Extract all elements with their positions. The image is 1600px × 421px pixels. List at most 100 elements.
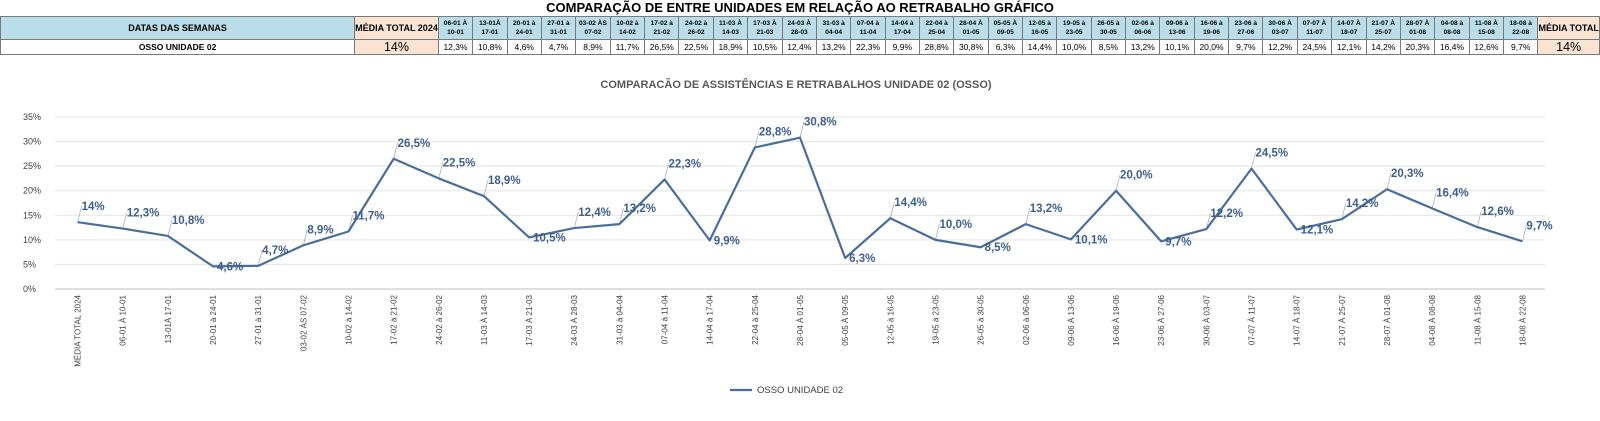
week-header-line: 30-05 xyxy=(1099,29,1117,36)
x-tick-label: 14-04 à 17-04 xyxy=(706,294,715,344)
x-tick-label: 14-07 À 18-07 xyxy=(1293,294,1302,345)
row-label: OSSO UNIDADE 02 xyxy=(0,39,356,55)
week-header: 10-02 à 14-02 xyxy=(609,16,646,40)
week-header-line: 14-03 xyxy=(722,29,739,36)
week-header: 31-03 à 04-04 xyxy=(815,16,852,40)
week-value: 20,0% xyxy=(1193,39,1230,55)
table-value-row: OSSO UNIDADE 02 14% 12,3% 10,8% 4,6% 4,7% 8,… xyxy=(0,39,1600,55)
week-header-line: 28-04 À xyxy=(959,20,983,27)
week-header-line: 30-06 À xyxy=(1268,20,1292,27)
data-labels: 14% 12,3% 10,8% 4,6% 4,7% 8,9% 11,7% 26,5% 22,5%… xyxy=(82,117,1553,274)
week-header: 22-04 à 25-04 xyxy=(918,16,955,40)
week-value: 10,5% xyxy=(747,39,783,55)
week-value: 24,5% xyxy=(1296,39,1333,55)
week-header-line: 20-01 à xyxy=(513,20,536,27)
week-header: 17-02 à 21-02 xyxy=(644,16,680,40)
y-tick-label: 20% xyxy=(23,186,41,196)
week-value: 11,7% xyxy=(609,39,646,55)
week-value: 12,6% xyxy=(1468,39,1505,55)
x-tick-label: 17-03 À 21-03 xyxy=(525,294,534,345)
chart-legend: OSSO UNIDADE 02 xyxy=(730,385,843,396)
data-label: 6,3% xyxy=(849,253,875,265)
week-value: 13,2% xyxy=(1125,39,1161,55)
week-header-line: 31-03 à xyxy=(822,20,845,27)
week-header-line: 01-05 xyxy=(962,29,980,36)
y-tick-label: 30% xyxy=(23,137,41,147)
label-leader-line xyxy=(438,162,444,179)
y-tick-label: 10% xyxy=(23,235,41,245)
x-tick-label: 16-06 À 19-06 xyxy=(1112,294,1121,345)
label-leader-line xyxy=(393,142,398,159)
week-value: 22,5% xyxy=(678,39,714,55)
week-header-line: 04-04 xyxy=(825,29,843,36)
week-header-line: 16-05 xyxy=(1031,29,1049,36)
week-header-line: 05-05 À xyxy=(993,20,1018,27)
week-header-line: 28-07 À xyxy=(1405,20,1430,27)
data-label: 10,0% xyxy=(939,219,972,231)
x-tick-label: 31-03 à 04-04 xyxy=(615,294,624,344)
x-tick-label: 24-02 à 26-02 xyxy=(435,294,444,344)
week-header-line: 09-05 xyxy=(996,29,1014,36)
week-header: 09-06 à 13-06 xyxy=(1159,16,1195,40)
data-label: 26,5% xyxy=(398,138,431,150)
label-leader-line xyxy=(754,131,760,148)
x-tick-label: 20-01 à 24-01 xyxy=(209,294,218,344)
x-tick-label: 17-02 à 21-02 xyxy=(390,294,399,344)
x-tick-label: 12-05 à 16-05 xyxy=(886,294,895,344)
week-header-line: 21-02 xyxy=(653,29,671,36)
week-header: 13-01À 17-01 xyxy=(472,16,508,40)
x-tick-label: 03-02 ÀS 07-02 xyxy=(299,294,308,351)
week-header-line: 18-07 xyxy=(1340,29,1358,36)
label-leader-line xyxy=(1431,192,1437,209)
week-header-line: 23-05 xyxy=(1065,29,1083,36)
data-label: 18,9% xyxy=(488,175,521,187)
week-header-line: 03-07 xyxy=(1271,29,1289,36)
week-value: 16,4% xyxy=(1434,39,1470,55)
week-header-line: 17-01 xyxy=(481,29,499,36)
x-tick-label: 19-05 à 23-05 xyxy=(931,294,940,344)
week-header-line: 14-07 À xyxy=(1337,20,1361,27)
week-value: 6,3% xyxy=(987,39,1024,55)
data-label: 11,7% xyxy=(352,211,384,223)
data-label: 10,5% xyxy=(533,232,566,244)
week-header: 24-03 À 28-03 xyxy=(781,16,817,40)
week-header-line: 19-05 à xyxy=(1062,20,1086,27)
week-header-line: 09-06 à xyxy=(1165,20,1189,27)
week-header-line: 13-06 xyxy=(1168,29,1186,36)
label-leader-line xyxy=(1476,210,1482,228)
week-header: 02-06 à 06-06 xyxy=(1125,16,1161,40)
data-label: 20,3% xyxy=(1391,168,1424,180)
week-header-line: 03-02 ÀS xyxy=(578,20,607,27)
label-leader-line xyxy=(1115,174,1121,191)
avg-total-header: MÉDIA TOTAL xyxy=(1537,16,1600,40)
x-tick-label: 11-08 À 15-08 xyxy=(1473,294,1482,345)
data-label: 14,4% xyxy=(894,197,927,209)
week-header: 11-03 À 14-03 xyxy=(712,16,749,40)
x-tick-label: MÉDIA TOTAL 2024 xyxy=(74,294,83,366)
week-header-line: 21-03 xyxy=(756,29,774,36)
data-label: 13,2% xyxy=(623,203,656,215)
data-label: 9,9% xyxy=(714,235,740,247)
data-label: 10,1% xyxy=(1075,234,1108,246)
week-header-line: 15-08 xyxy=(1477,29,1495,36)
x-tick-label: 28-04 À 01-05 xyxy=(796,294,805,345)
label-leader-line xyxy=(1025,208,1031,225)
week-value: 12,3% xyxy=(437,39,474,55)
week-header: 05-05 À 09-05 xyxy=(987,16,1024,40)
data-label: 12,6% xyxy=(1481,206,1514,218)
week-header-line: 01-08 xyxy=(1409,29,1427,36)
week-header: 07-07 À 11-07 xyxy=(1296,16,1333,40)
data-label: 24,5% xyxy=(1256,148,1289,160)
data-label: 12,3% xyxy=(127,208,160,220)
week-value: 9,7% xyxy=(1228,39,1264,55)
week-header-line: 25-07 xyxy=(1374,29,1392,36)
label-leader-lines xyxy=(77,121,1527,266)
label-leader-line xyxy=(302,229,308,246)
week-header-line: 02-06 à xyxy=(1131,20,1154,27)
week-header: 07-04 à 11-04 xyxy=(850,16,886,40)
week-value: 26,5% xyxy=(644,39,680,55)
y-tick-label: 0% xyxy=(23,284,36,294)
week-value: 12,1% xyxy=(1331,39,1367,55)
avg-total-2024-value: 14% xyxy=(354,39,439,55)
